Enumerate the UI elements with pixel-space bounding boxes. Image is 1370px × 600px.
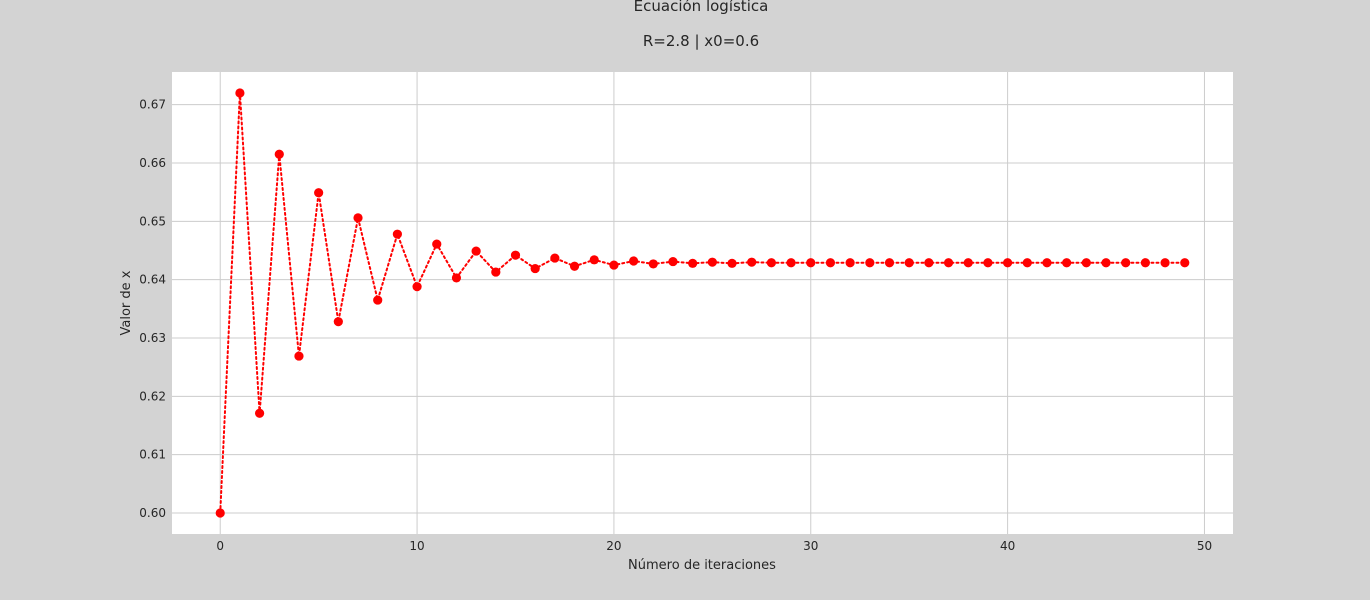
data-point xyxy=(668,256,678,267)
data-point xyxy=(215,508,225,518)
x-tick-label: 0 xyxy=(216,539,224,553)
data-point xyxy=(392,229,402,239)
data-point xyxy=(491,267,501,277)
data-point xyxy=(884,258,895,268)
data-point xyxy=(1101,258,1111,268)
data-point xyxy=(589,255,599,265)
x-axis-label: Número de iteraciones xyxy=(628,558,776,573)
data-point xyxy=(629,256,639,266)
y-axis-label: Valor de x xyxy=(119,270,134,335)
tick-labels: 0 10 20 30 40 50 0.60 0.61 0.62 0.63 0.64 0.65 0.66 0… xyxy=(139,98,1212,553)
y-tick-label: 0.61 xyxy=(139,448,166,462)
chart-title: Ecuación logística xyxy=(634,0,769,15)
y-tick-label: 0.65 xyxy=(139,214,166,228)
plot-area xyxy=(172,72,1233,534)
data-point xyxy=(648,259,658,269)
data-point xyxy=(766,258,776,268)
data-point xyxy=(806,258,816,268)
data-point xyxy=(569,261,580,271)
y-tick-label: 0.63 xyxy=(139,331,166,345)
data-point xyxy=(510,250,521,260)
grid-lines xyxy=(172,72,1233,534)
data-point xyxy=(432,239,442,249)
y-tick-label: 0.66 xyxy=(139,156,166,170)
data-point xyxy=(1081,258,1091,268)
data-point xyxy=(471,246,481,256)
data-point xyxy=(924,258,934,268)
y-tick-label: 0.60 xyxy=(139,506,166,520)
y-tick-label: 0.67 xyxy=(139,98,166,112)
data-point xyxy=(707,257,717,267)
data-point xyxy=(274,149,284,159)
data-point xyxy=(1140,258,1151,268)
data-point xyxy=(983,258,993,268)
data-point xyxy=(294,351,304,361)
data-point xyxy=(254,408,265,418)
data-point xyxy=(904,258,914,268)
data-point xyxy=(1160,258,1170,268)
data-point xyxy=(688,258,698,268)
data-point xyxy=(412,282,422,292)
data-point xyxy=(550,253,560,263)
data-point xyxy=(314,188,324,198)
chart-subtitle: R=2.8 | x0=0.6 xyxy=(643,32,759,50)
x-tick-label: 50 xyxy=(1197,539,1212,553)
data-point xyxy=(609,260,619,270)
x-tick-label: 10 xyxy=(409,539,424,553)
y-tick-label: 0.64 xyxy=(139,273,166,287)
data-point xyxy=(373,295,383,305)
x-tick-label: 30 xyxy=(803,539,818,553)
data-point xyxy=(1121,258,1131,268)
data-point xyxy=(727,258,737,268)
data-point xyxy=(865,258,875,268)
data-point xyxy=(235,88,245,98)
data-point xyxy=(747,257,757,267)
data-point xyxy=(943,258,954,268)
data-point xyxy=(1180,258,1190,268)
data-point xyxy=(845,258,855,268)
x-tick-label: 40 xyxy=(1000,539,1015,553)
data-point xyxy=(1062,258,1072,268)
data-point xyxy=(825,258,836,268)
y-tick-label: 0.62 xyxy=(139,389,166,403)
data-point xyxy=(1003,258,1013,268)
data-point xyxy=(786,258,796,268)
data-point xyxy=(963,258,973,268)
data-point xyxy=(530,263,540,274)
data-series xyxy=(215,88,1190,518)
data-point xyxy=(1022,258,1032,268)
x-tick-label: 20 xyxy=(606,539,621,553)
data-point xyxy=(1042,258,1052,268)
data-point xyxy=(333,317,343,327)
data-point xyxy=(451,273,462,283)
data-point xyxy=(353,213,363,223)
